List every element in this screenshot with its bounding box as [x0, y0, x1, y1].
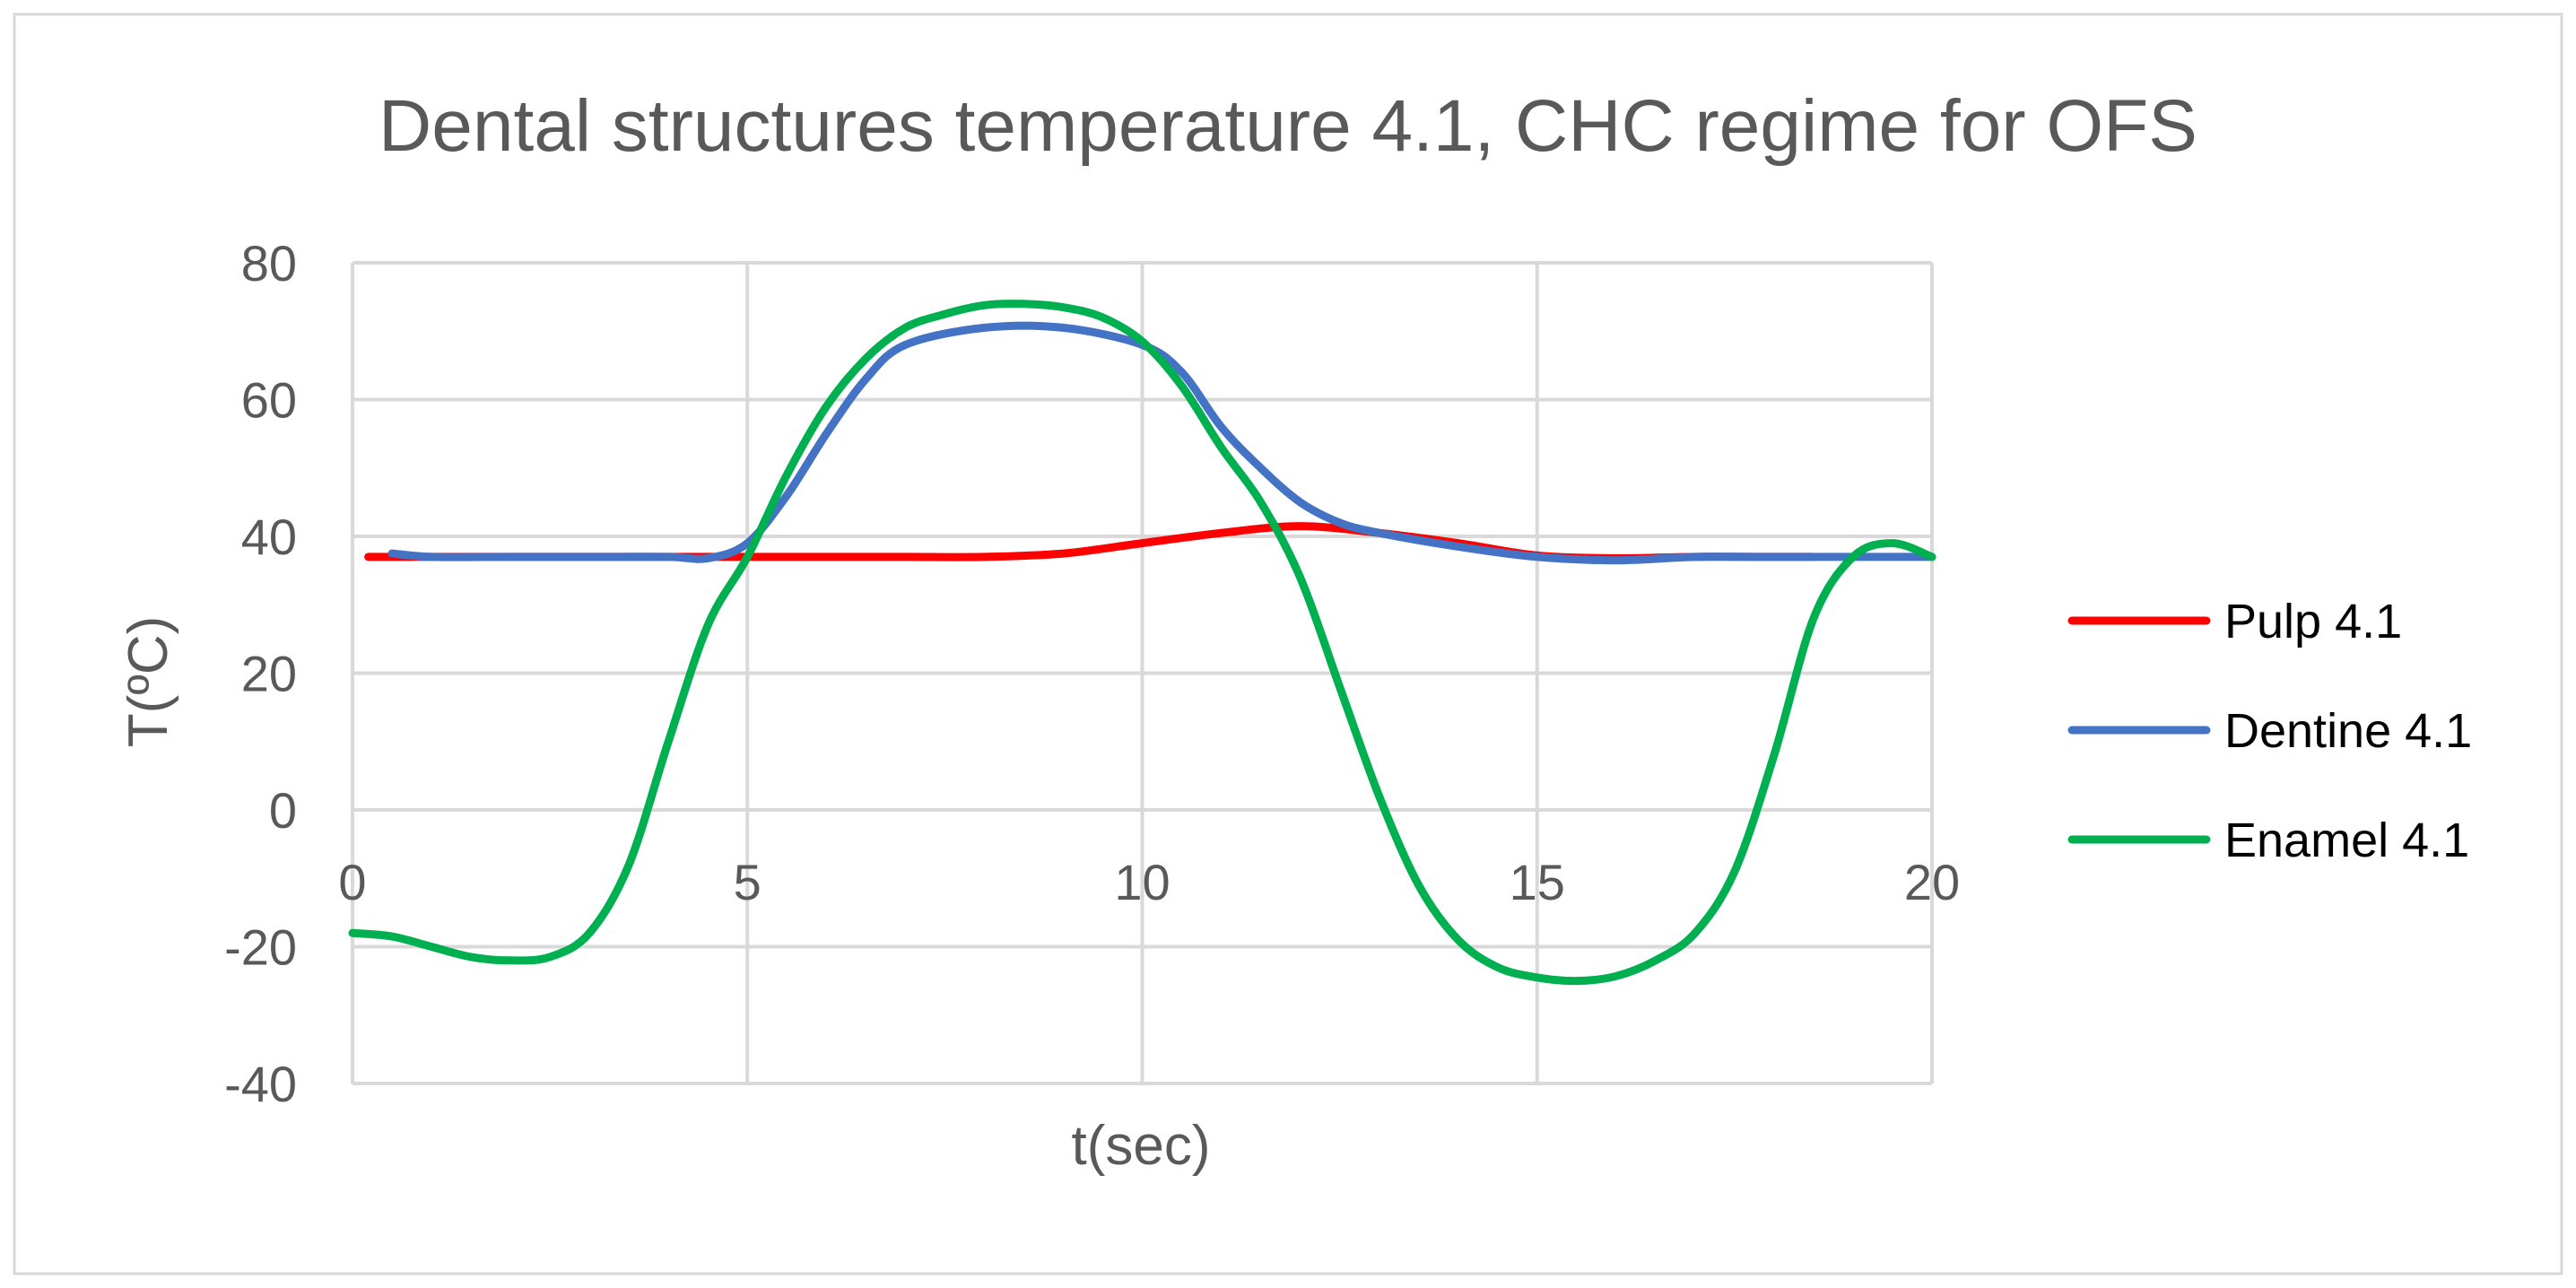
y-tick-label: 0 — [269, 782, 297, 839]
y-tick-label: -40 — [224, 1056, 297, 1112]
x-tick-label: 0 — [338, 854, 366, 910]
x-tick-label: 10 — [1114, 854, 1170, 910]
y-tick-label: -20 — [224, 919, 297, 976]
legend-label-enamel-4-1: Enamel 4.1 — [2224, 814, 2469, 867]
axes — [351, 263, 1932, 1083]
y-tick-label: 20 — [241, 646, 297, 702]
y-tick-label: 40 — [241, 509, 297, 565]
tick-labels: 80 60 40 20 0 -20 -40 0 5 10 15 20 — [224, 235, 1960, 1112]
y-tick-label: 60 — [241, 372, 297, 429]
legend-label-pulp-4-1: Pulp 4.1 — [2224, 595, 2402, 648]
chart-frame — [13, 13, 2563, 1275]
series-line-enamel-4-1 — [348, 300, 1936, 986]
x-tick-label: 5 — [734, 854, 761, 910]
y-axis-label: T(ºC) — [117, 616, 179, 748]
x-tick-label: 15 — [1510, 854, 1565, 910]
chart-title: Dental structures temperature 4.1, CHC r… — [379, 85, 2197, 167]
series-lines — [348, 300, 1936, 986]
grid-lines — [352, 261, 1934, 1085]
x-tick-label: 20 — [1904, 854, 1960, 910]
legend-label-dentine-4-1: Dentine 4.1 — [2224, 704, 2472, 758]
x-axis-label: t(sec) — [1072, 1115, 1211, 1177]
legend: Pulp 4.1 Dentine 4.1 Enamel 4.1 — [2067, 595, 2472, 867]
y-tick-label: 80 — [241, 235, 297, 292]
